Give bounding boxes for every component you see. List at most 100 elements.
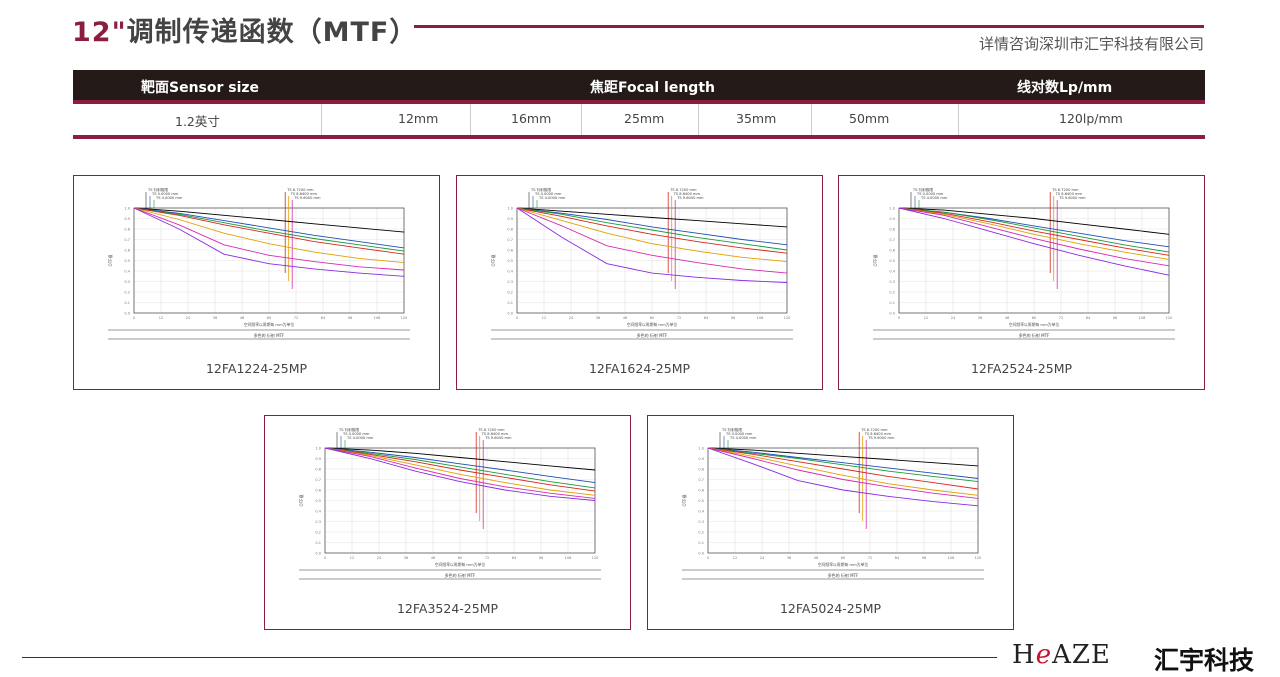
legend-label-left: TS 4.0000 mm <box>920 196 948 200</box>
x-tick-label: 108 <box>565 556 572 560</box>
chart-footer-label: 多色的 衍射 MTF <box>445 572 476 578</box>
x-tick-label: 24 <box>760 556 765 560</box>
legend-label-left: TS 0.0000 mm <box>534 192 562 196</box>
header-focal-length: 焦距Focal length <box>590 80 715 96</box>
mtf-series-line <box>707 447 979 499</box>
x-axis-label: 空间频率以周期每 mm为单位 <box>627 322 678 327</box>
x-tick-label: 60 <box>650 316 654 320</box>
y-tick-label: 0.3 <box>124 280 130 284</box>
mtf-series-line <box>707 447 979 483</box>
legend-label-right: TS 6.7200 mm <box>286 188 314 192</box>
x-tick-label: 60 <box>841 556 845 560</box>
x-tick-label: 84 <box>704 316 709 320</box>
chart-footer-label: 多色的 衍射 MTF <box>828 572 859 578</box>
mtf-series-line <box>898 207 1170 235</box>
y-tick-label: 0.1 <box>124 301 130 305</box>
y-tick-label: 0.0 <box>507 312 513 316</box>
y-tick-label: 0.6 <box>698 489 704 493</box>
x-tick-label: 48 <box>1005 316 1009 320</box>
y-tick-label: 0.7 <box>698 478 704 482</box>
mtf-series-line <box>516 207 788 274</box>
x-tick-label: 120 <box>1166 316 1173 320</box>
x-tick-label: 120 <box>401 316 408 320</box>
y-tick-label: 0.6 <box>124 249 130 253</box>
y-axis-label: OTF模 <box>107 255 113 267</box>
x-tick-label: 84 <box>512 556 517 560</box>
x-axis-label: 空间频率以周期每 mm为单位 <box>244 322 295 327</box>
legend-label-right: TS 8.6400 mm <box>673 192 701 196</box>
mtf-chart-svg: 1.0 0.9 0.8 0.7 0.6 0.5 0.4 0.3 0.2 0.1 0.00 12 24 36… <box>872 187 1175 340</box>
x-tick-label: 48 <box>240 316 244 320</box>
cell-divider <box>470 104 471 135</box>
legend-label-left: TS 0.0000 mm <box>725 432 753 436</box>
legend-label-right: TS 9.6000 mm <box>293 196 321 200</box>
x-tick-label: 0 <box>516 316 518 320</box>
x-tick-label: 12 <box>542 316 546 320</box>
y-axis-label: OTF模 <box>681 495 687 507</box>
x-tick-label: 12 <box>733 556 737 560</box>
cell-focal-50: 50mm <box>849 111 890 126</box>
x-tick-label: 96 <box>731 316 735 320</box>
chart-caption: 12FA2524-25MP <box>970 361 1073 376</box>
mtf-series-line <box>133 207 405 255</box>
mtf-series-line <box>898 207 1170 260</box>
mtf-chart-svg: 1.0 0.9 0.8 0.7 0.6 0.5 0.4 0.3 0.2 0.1 0.00 12 24 36… <box>298 427 601 580</box>
y-tick-label: 0.3 <box>507 280 513 284</box>
legend-label-left: TS 0.0000 mm <box>151 192 179 196</box>
x-tick-label: 24 <box>186 316 191 320</box>
brand-logo-cn: 汇宇科技 <box>1154 646 1255 675</box>
y-tick-label: 0.9 <box>315 457 321 461</box>
y-tick-label: 0.5 <box>124 259 130 263</box>
spec-table-row: 1.2英寸 12mm 16mm 25mm 35mm 50mm 120lp/mm <box>73 104 1205 135</box>
y-tick-label: 0.0 <box>124 312 130 316</box>
legend-label-left: TS 4.0000 mm <box>346 436 374 440</box>
x-tick-label: 12 <box>350 556 354 560</box>
y-tick-label: 0.6 <box>315 489 321 493</box>
y-tick-label: 0.4 <box>124 270 130 274</box>
y-tick-label: 0.5 <box>315 499 321 503</box>
y-tick-label: 0.7 <box>889 238 895 242</box>
x-tick-label: 0 <box>707 556 709 560</box>
y-tick-label: 0.8 <box>315 468 321 472</box>
y-tick-label: 0.9 <box>889 217 895 221</box>
legend-label-right: TS 6.7200 mm <box>669 188 697 192</box>
chart-card: 1.0 0.9 0.8 0.7 0.6 0.5 0.4 0.3 0.2 0.1 0.0 0 12 24 36… <box>73 175 440 390</box>
chart-caption: 12FA5024-25MP <box>779 601 882 616</box>
cell-divider <box>958 104 959 135</box>
y-tick-label: 0.5 <box>507 259 513 263</box>
legend-label-right: TS 9.6000 mm <box>1058 196 1086 200</box>
page-title: 12"调制传递函数（MTF） <box>72 10 417 49</box>
mtf-series-line <box>324 447 596 492</box>
chart-card: 1.0 0.9 0.8 0.7 0.6 0.5 0.4 0.3 0.2 0.1 0.0 0 12 24 36… <box>647 415 1014 630</box>
y-axis-label: OTF模 <box>872 255 878 267</box>
legend-label-right: TS 6.7200 mm <box>477 428 505 432</box>
y-tick-label: 0.2 <box>889 291 895 295</box>
cell-lp: 120lp/mm <box>1059 111 1123 126</box>
header-lp-mm: 线对数Lp/mm <box>1017 80 1113 96</box>
legend-label-right: TS 9.6000 mm <box>867 436 895 440</box>
mtf-series-line <box>516 207 788 246</box>
mtf-series-line <box>133 207 405 252</box>
y-axis-label: OTF模 <box>490 255 496 267</box>
legend-label-left: TS 衍射极限 <box>147 187 168 192</box>
y-tick-label: 0.2 <box>315 531 321 535</box>
x-tick-label: 12 <box>924 316 928 320</box>
mtf-series-line <box>898 207 1170 256</box>
mtf-series-line <box>516 207 788 228</box>
y-tick-label: 0.2 <box>124 291 130 295</box>
y-tick-label: 0.7 <box>124 238 130 242</box>
x-tick-label: 108 <box>948 556 955 560</box>
x-axis-label: 空间频率以周期每 mm为单位 <box>1009 322 1060 327</box>
spec-table-bottom <box>73 135 1205 139</box>
x-tick-label: 72 <box>485 556 489 560</box>
legend-label-left: TS 4.0000 mm <box>155 196 183 200</box>
x-tick-label: 24 <box>951 316 956 320</box>
y-tick-label: 0.5 <box>889 259 895 263</box>
x-tick-label: 96 <box>1113 316 1117 320</box>
mtf-series-line <box>898 207 1170 253</box>
x-tick-label: 120 <box>592 556 599 560</box>
page-title-text: 调制传递函数（MTF） <box>126 17 418 48</box>
plot-frame <box>707 447 979 554</box>
y-tick-label: 0.0 <box>315 552 321 556</box>
x-tick-label: 60 <box>1032 316 1036 320</box>
